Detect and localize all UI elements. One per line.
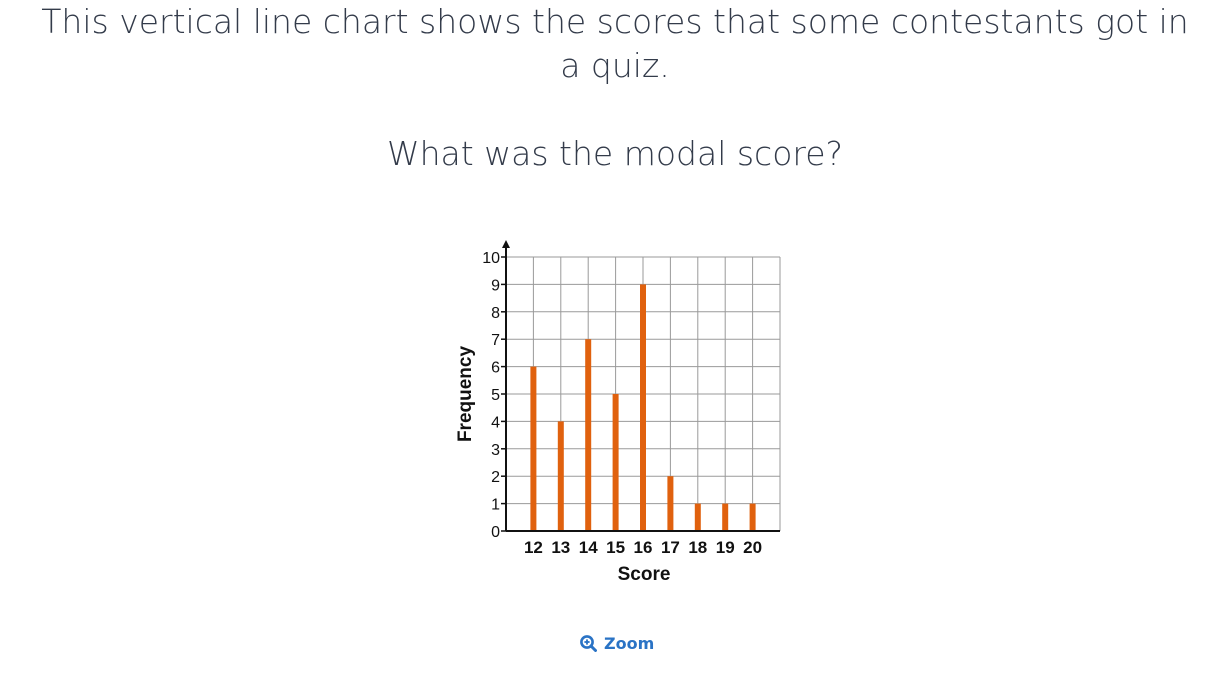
x-axis-title: Score — [618, 564, 671, 585]
bar-13 — [557, 421, 564, 531]
y-axis-title: Frequency — [455, 346, 476, 443]
x-tick-label: 13 — [551, 538, 570, 557]
x-tick-label: 14 — [579, 538, 598, 557]
x-tick-label: 15 — [606, 538, 625, 557]
x-tick-label: 18 — [688, 538, 707, 557]
zoom-button[interactable]: Zoom — [580, 634, 654, 653]
bar-17 — [667, 476, 674, 531]
y-tick-label: 7 — [491, 332, 500, 349]
y-tick-label: 9 — [491, 277, 500, 294]
y-tick-label: 1 — [491, 497, 500, 514]
y-tick-label: 4 — [491, 414, 500, 431]
bar-14 — [585, 339, 592, 531]
y-tick-label: 5 — [491, 387, 500, 404]
bar-20 — [749, 503, 756, 531]
x-tick-label: 19 — [716, 538, 735, 557]
x-tick-label: 12 — [524, 538, 543, 557]
y-axis-arrow — [502, 240, 510, 248]
bar-16 — [640, 284, 646, 531]
chart-axes — [501, 240, 780, 532]
question-text: This vertical line chart shows the score… — [20, 0, 1210, 176]
question-prompt: What was the modal score? — [386, 134, 844, 173]
x-tick-label: 17 — [661, 538, 680, 557]
x-tick-label: 16 — [634, 538, 653, 557]
bar-15 — [612, 394, 619, 531]
y-tick-label: 0 — [491, 524, 500, 541]
y-tick-label: 2 — [491, 469, 500, 486]
bar-12 — [530, 366, 537, 531]
y-tick-label: 10 — [482, 250, 500, 267]
zoom-in-icon — [580, 635, 597, 652]
x-tick-label: 20 — [743, 538, 762, 557]
bar-19 — [722, 503, 729, 531]
y-tick-label: 6 — [491, 360, 500, 377]
bar-18 — [694, 503, 701, 531]
question-line-2: a quiz. — [560, 46, 670, 85]
chart-bars — [530, 284, 756, 531]
zoom-label: Zoom — [604, 634, 655, 653]
y-tick-label: 8 — [491, 305, 500, 322]
question-line-1: This vertical line chart shows the score… — [41, 2, 1189, 41]
y-tick-label: 3 — [491, 442, 500, 459]
